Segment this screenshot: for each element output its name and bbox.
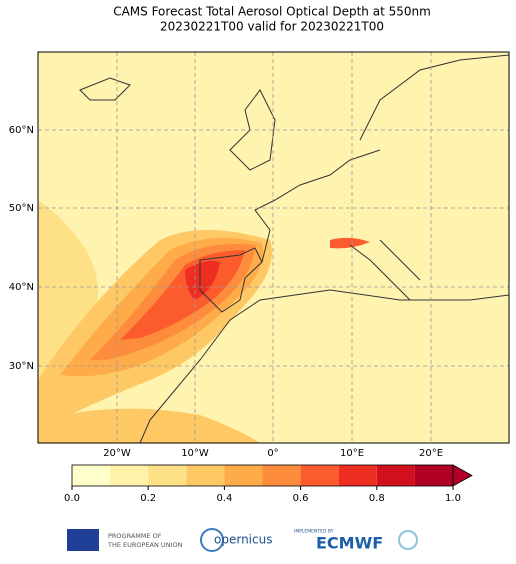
lon-label: 10°W [181,448,209,459]
field [185,261,220,300]
field [330,237,370,249]
coastline [79,77,131,101]
colorbar-swatch [338,465,377,486]
subtitle: 20230221T00 valid for 20230221T00 [160,20,384,34]
colorbar-tick-label: 0.2 [140,493,156,504]
colorbar-tick-label: 1.0 [445,493,461,504]
coastline [254,149,381,263]
coastline [229,289,510,321]
colorbar-frame [71,464,454,487]
colorbar-tick-label: 0.4 [216,493,232,504]
colorbar-swatch [414,465,453,486]
lon-label: 0° [267,448,278,459]
map [37,51,510,444]
colorbar-tick-label: 0.8 [369,493,385,504]
lat-label: 60°N [9,125,34,136]
map-frame [37,51,510,444]
lat-label: 40°N [9,282,34,293]
lat-label: 30°N [9,361,34,372]
colorbar-swatch [72,465,111,486]
colorbar-tick-label: 0.6 [293,493,309,504]
coastline [349,239,421,301]
implemented-text: IMPLEMENTED BY [294,529,334,535]
lon-label: 20°W [103,448,131,459]
colorbar-swatch [262,465,301,486]
lon-label: 20°E [419,448,443,459]
colorbar-swatch [186,465,225,486]
coastline [229,89,276,171]
lat-label: 50°N [9,203,34,214]
coastline [359,54,510,141]
colorbar-swatch [376,465,415,486]
colorbar-extend [452,464,473,487]
lon-label: 10°E [340,448,364,459]
copernicus-text: opernicus [214,533,272,547]
copernicus-logo [200,528,224,552]
coastline [199,247,263,313]
ecmwf-text: ECMWF [316,534,383,553]
eu-text: THE EUROPEAN UNION [107,541,183,549]
colorbar-swatch [110,465,149,486]
partner-logo [398,530,418,550]
colorbar-swatch [224,465,263,486]
colorbar-swatch [148,465,187,486]
graticule [38,52,509,443]
coastline [139,319,231,444]
colorbar-swatch [300,465,339,486]
colorbar-tick-label: 0.0 [64,493,80,504]
eu-text: PROGRAMME OF [108,532,162,540]
eu-flag [67,529,99,551]
title: CAMS Forecast Total Aerosol Optical Dept… [113,5,431,19]
field [38,408,260,443]
